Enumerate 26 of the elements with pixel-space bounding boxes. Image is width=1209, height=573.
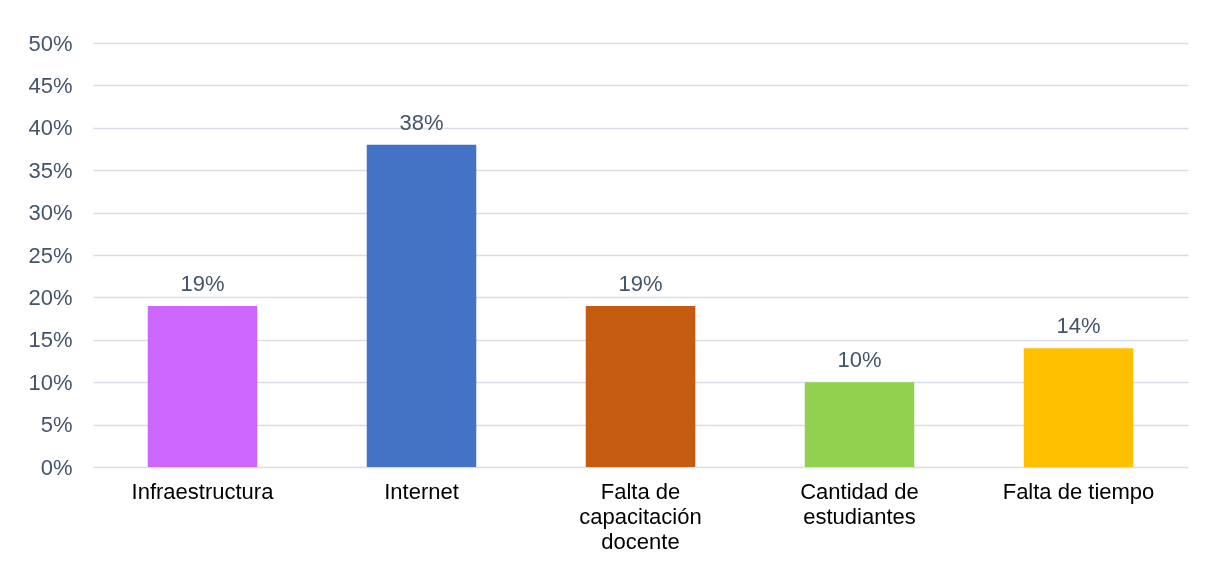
y-tick-label: 30% — [28, 200, 73, 226]
x-tick-label: Falta de capacitación docente — [579, 478, 702, 554]
y-tick-label: 5% — [40, 412, 73, 438]
x-tick-label: Cantidad de estudiantes — [800, 478, 919, 529]
bar — [1023, 348, 1134, 467]
y-tick-label: 15% — [28, 327, 73, 353]
data-label: 19% — [180, 270, 225, 296]
y-tick-label: 0% — [40, 454, 73, 480]
data-label: 10% — [837, 347, 882, 373]
data-label: 19% — [618, 270, 663, 296]
data-label: 14% — [1056, 313, 1101, 339]
bar — [366, 144, 477, 467]
y-tick-label: 25% — [28, 242, 73, 268]
x-tick-label: Infraestructura — [131, 478, 275, 504]
y-tick-label: 10% — [28, 369, 73, 395]
y-tick-label: 35% — [28, 157, 73, 183]
bar — [585, 305, 696, 467]
x-tick-label: Falta de tiempo — [1002, 478, 1155, 504]
y-tick-label: 40% — [28, 115, 73, 141]
y-tick-label: 20% — [28, 284, 73, 310]
bar — [147, 305, 258, 467]
bar — [804, 382, 915, 467]
y-tick-label: 50% — [28, 30, 73, 56]
x-tick-label: Internet — [384, 478, 459, 504]
data-label: 38% — [399, 109, 444, 135]
y-tick-label: 45% — [28, 72, 73, 98]
